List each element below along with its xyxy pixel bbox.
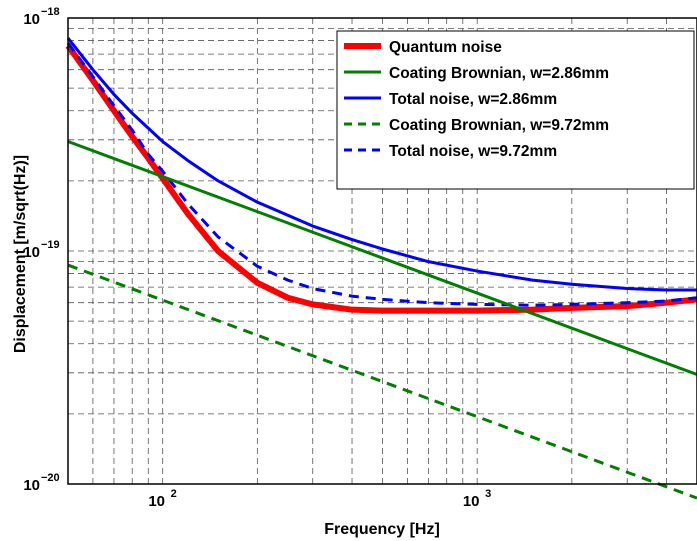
- y-tick-exponent: −20: [41, 472, 60, 484]
- y-tick-exponent: −19: [41, 239, 60, 251]
- y-tick-base: 10: [23, 11, 40, 28]
- legend-label: Coating Brownian, w=9.72mm: [389, 117, 609, 134]
- y-tick-exponent: −18: [41, 6, 60, 18]
- x-tick-base: 10: [463, 493, 480, 510]
- y-axis-label: Displacement [m/sqrt(Hz)]: [12, 155, 29, 353]
- legend-label: Coating Brownian, w=2.86mm: [389, 65, 609, 82]
- y-tick-base: 10: [23, 477, 40, 494]
- legend: Quantum noise Coating Brownian, w=2.86mm T…: [337, 31, 694, 189]
- legend-label: Total noise, w=9.72mm: [389, 143, 557, 160]
- x-axis-label: Frequency [Hz]: [324, 521, 440, 538]
- x-tick-exponent: 2: [171, 488, 177, 500]
- x-tick-base: 10: [148, 493, 165, 510]
- legend-label: Total noise, w=2.86mm: [389, 91, 557, 108]
- legend-label: Quantum noise: [389, 39, 502, 56]
- x-tick-exponent: 3: [485, 488, 491, 500]
